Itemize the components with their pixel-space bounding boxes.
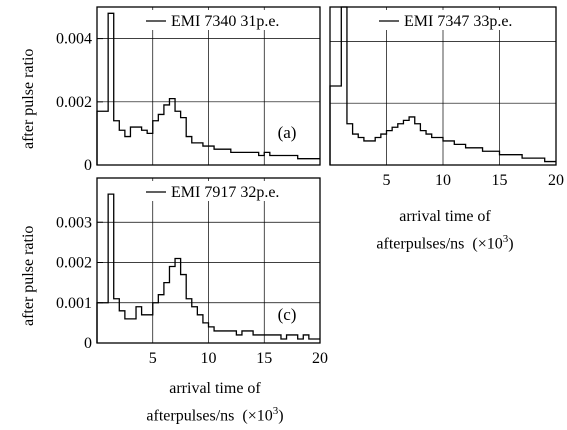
panel-b-x-tick-label: 10 — [435, 172, 451, 189]
x-axis-label-bottom-factor: (×10 — [242, 407, 273, 425]
panel-a-frame — [96, 6, 321, 166]
panel-b-legend-text: EMI 7347 33p.e. — [404, 13, 512, 30]
panel-c-y-tick-label: 0.003 — [56, 214, 92, 231]
panel-b-x-tick-label: 15 — [492, 172, 508, 189]
panel-c-legend-text: EMI 7917 32p.e. — [171, 184, 279, 201]
x-axis-label-bottom-unit: afterpulses/ns — [146, 407, 235, 425]
y-axis-label-top: after pulse ratio — [20, 48, 37, 149]
panel-b-x-tick-label: 5 — [383, 172, 391, 189]
panel-b-histogram-series — [329, 6, 556, 165]
panel-b-legend-box — [371, 10, 554, 30]
x-axis-label-right-factor: (×10 — [472, 235, 503, 253]
panel-c-x-tick-label: 10 — [201, 350, 217, 367]
x-axis-label-right-exp: 3 — [502, 233, 509, 245]
panel-b-frame — [329, 6, 557, 166]
panel-a-histogram-series — [96, 12, 320, 165]
panel-c-legend-box — [138, 181, 318, 201]
panel-c-y-tick-label: 0 — [84, 335, 92, 352]
x-axis-label-bottom-line1: arrival time of — [169, 380, 261, 397]
panel-a-label: (a) — [278, 123, 297, 142]
panel-b-x-tick-label: 20 — [548, 172, 564, 189]
panel-c-x-tick-label: 5 — [149, 350, 157, 367]
x-axis-label-right-line1: arrival time of — [399, 208, 491, 225]
x-axis-label-right-unit: afterpulses/ns — [376, 235, 465, 253]
x-axis-label-right-close: ) — [508, 235, 514, 253]
panel-c-label: (c) — [278, 305, 297, 324]
panel-c-histogram-series — [96, 193, 320, 343]
panel-a-y-tick-label: 0 — [84, 157, 92, 174]
x-axis-label-bottom-exp: 3 — [272, 405, 279, 417]
panel-c-y-tick-label: 0.002 — [56, 255, 92, 272]
x-axis-label-bottom-line2: afterpulses/ns (×103) — [100, 400, 330, 427]
panel-c-x-tick-label: 20 — [312, 350, 328, 367]
x-axis-label-bottom-close: ) — [278, 407, 284, 425]
panel-a-y-tick-label: 0.002 — [56, 94, 92, 111]
x-axis-label-bottom: arrival time of afterpulses/ns (×103) — [100, 378, 330, 427]
panel-c-x-tick-label: 15 — [256, 350, 272, 367]
x-axis-label-right: arrival time of afterpulses/ns (×103) — [330, 206, 560, 255]
panel-c-y-tick-label: 0.001 — [56, 295, 92, 312]
panel-c-frame — [96, 177, 321, 344]
panel-a-legend-text: EMI 7340 31p.e. — [171, 13, 279, 30]
y-axis-label-bottom: after pulse ratio — [20, 225, 37, 326]
x-axis-label-right-line2: afterpulses/ns (×103) — [330, 228, 560, 255]
panel-a-y-tick-label: 0.004 — [56, 31, 92, 48]
panel-a-legend-box — [138, 10, 318, 30]
